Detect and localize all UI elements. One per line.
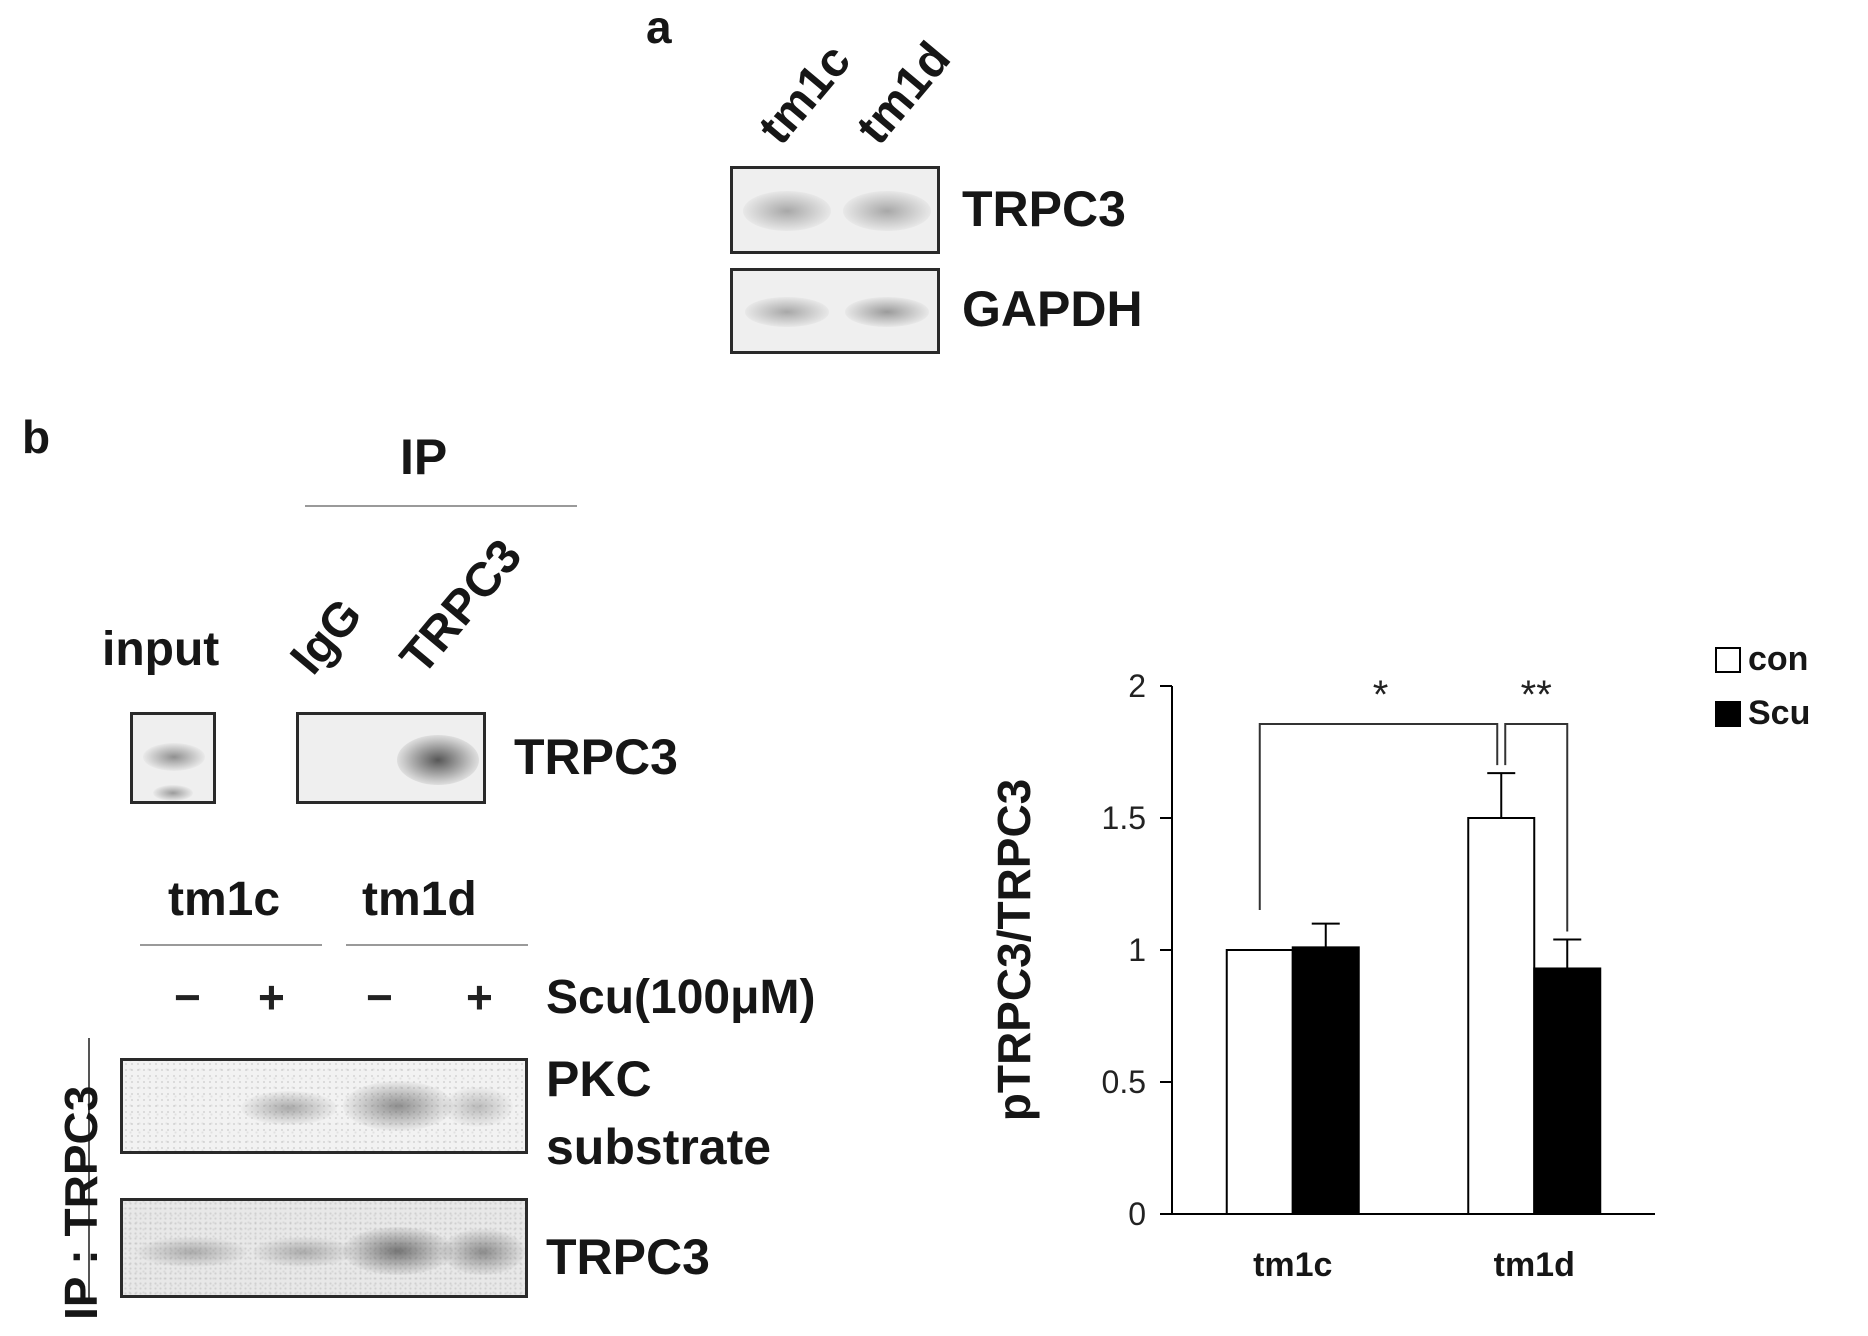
x-tick-label-tm1c: tm1c xyxy=(1253,1246,1332,1284)
ip-trpc3-label: TRPC3 xyxy=(546,1229,710,1285)
panel-a-lane-label-tm1d: tm1d xyxy=(846,32,961,155)
sig-bracket-1 xyxy=(1258,723,1499,910)
ip-blot xyxy=(296,712,486,804)
sign-tm1d-minus: − xyxy=(366,971,393,1023)
y-tick-label: 1.5 xyxy=(1102,800,1146,836)
y-tick-label: 1 xyxy=(1128,932,1146,968)
group-label-tm1c: tm1c xyxy=(168,873,281,926)
band xyxy=(137,1237,247,1267)
treatment-label: Scu(100μM) xyxy=(546,971,816,1024)
band xyxy=(397,735,479,785)
sig-annotation-1: * xyxy=(1373,673,1389,717)
band xyxy=(343,1227,453,1275)
panel-a-gapdh-label: GAPDH xyxy=(962,281,1143,337)
bar-con-tm1c xyxy=(1225,949,1294,1215)
group-label-tm1d: tm1d xyxy=(362,873,477,926)
group-rule-tm1d xyxy=(346,944,528,946)
band xyxy=(241,1091,337,1125)
bar-Scu-tm1d xyxy=(1533,967,1602,1216)
panel-a-gapdh-blot xyxy=(730,268,940,354)
panel-a-trpc3-blot xyxy=(730,166,940,254)
sig-annotation-2: ** xyxy=(1521,673,1552,717)
bar-Scu-tm1c xyxy=(1291,946,1360,1215)
legend-swatch-con xyxy=(1715,647,1741,673)
ip-trpc3-blot xyxy=(120,1198,528,1298)
panel-a-letter: a xyxy=(646,1,672,53)
band xyxy=(843,191,931,231)
panel-a-lane-label-tm1c: tm1c xyxy=(748,34,862,155)
band xyxy=(743,191,831,231)
input-blot xyxy=(130,712,216,804)
pkc-substrate-blot xyxy=(120,1058,528,1154)
sign-tm1c-plus: + xyxy=(258,971,285,1023)
legend-swatch-Scu xyxy=(1715,701,1741,727)
sig-bracket-2 xyxy=(1504,723,1569,932)
x-tick-label-tm1d: tm1d xyxy=(1494,1246,1575,1284)
panel-a-trpc3-label: TRPC3 xyxy=(962,181,1126,237)
band xyxy=(745,297,829,327)
band xyxy=(845,297,929,327)
side-label: IP : TRPC3 xyxy=(55,1085,107,1320)
bar-con-tm1d xyxy=(1467,817,1536,1215)
band xyxy=(153,785,193,801)
band xyxy=(143,743,205,771)
ip-lane-label-igg: IgG xyxy=(280,589,373,685)
ip-blot-label: TRPC3 xyxy=(514,729,678,785)
ip-header-rule xyxy=(305,505,577,507)
y-tick-label: 0.5 xyxy=(1102,1064,1146,1100)
legend-label-Scu: Scu xyxy=(1748,694,1810,732)
legend-label-con: con xyxy=(1748,640,1808,678)
input-lane-label: input xyxy=(102,623,220,676)
side-bracket-line xyxy=(88,1038,90,1304)
panel-b-letter: b xyxy=(22,411,51,463)
sign-tm1c-minus: − xyxy=(174,971,201,1023)
sign-tm1d-plus: + xyxy=(466,971,493,1023)
ip-lane-label-trpc3: TRPC3 xyxy=(390,529,533,685)
group-rule-tm1c xyxy=(140,944,322,946)
band xyxy=(253,1237,353,1267)
ip-header: IP xyxy=(400,429,448,485)
band xyxy=(443,1087,513,1127)
band xyxy=(343,1081,453,1131)
y-axis-label: pTRPC3/TRPC3 xyxy=(988,779,1040,1121)
pkc-label: PKC xyxy=(546,1051,652,1107)
substrate-label: substrate xyxy=(546,1119,772,1175)
y-tick-label: 2 xyxy=(1128,668,1146,704)
y-tick-label: 0 xyxy=(1128,1196,1146,1232)
band xyxy=(441,1229,525,1275)
